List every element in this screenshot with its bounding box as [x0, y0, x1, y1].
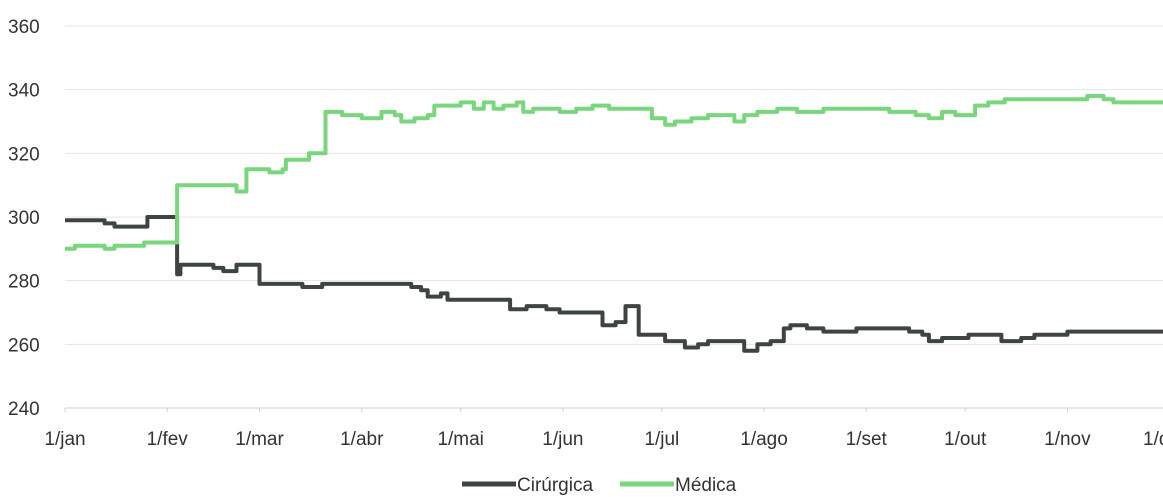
x-tick-label: 1/mar [235, 429, 284, 450]
series-line-0 [65, 215, 1163, 353]
x-tick-label: 1/jan [44, 429, 85, 450]
x-tick-label: 1/jun [542, 429, 583, 450]
x-tick-label: 1/jul [644, 429, 679, 450]
x-tick-label: 1/dez [1143, 429, 1163, 450]
legend: Cirúrgica Médica [462, 475, 737, 496]
x-tick-label: 1/ago [740, 429, 788, 450]
x-tick-label: 1/mai [437, 429, 483, 450]
y-axis-ticks: 240 260 280 300 320 340 360 [8, 17, 40, 420]
y-tick-label: 300 [8, 208, 40, 229]
series-lines [65, 94, 1163, 353]
y-tick-label: 280 [8, 272, 40, 293]
x-tick-label: 1/abr [340, 429, 384, 450]
legend-label: Cirúrgica [517, 475, 593, 496]
x-axis-ticks: 1/jan 1/fev 1/mar 1/abr 1/mai 1/jun 1/jul 1/ago… [44, 408, 1163, 450]
y-tick-label: 320 [8, 144, 40, 165]
x-tick-label: 1/nov [1044, 429, 1091, 450]
y-tick-label: 260 [8, 335, 40, 356]
x-tick-label: 1/out [944, 429, 987, 450]
gridlines [65, 25, 1163, 345]
series-line-1 [65, 94, 1163, 251]
y-tick-label: 360 [8, 17, 40, 38]
x-tick-label: 1/set [846, 429, 888, 450]
x-tick-label: 1/fev [147, 429, 189, 450]
y-tick-label: 340 [8, 81, 40, 102]
y-tick-label: 240 [8, 399, 40, 420]
legend-label: Médica [675, 475, 737, 496]
